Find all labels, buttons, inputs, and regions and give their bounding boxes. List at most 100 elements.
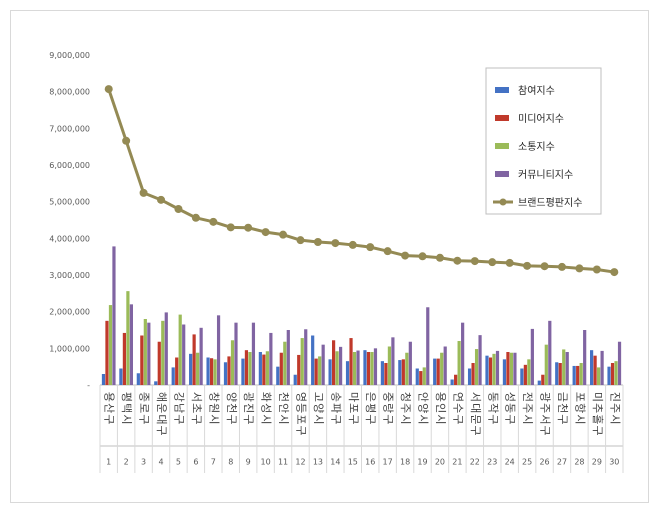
brand-reputation-chart: - 1,000,000 2,000,000 3,000,000 4,000,000 5,0… — [49, 51, 624, 473]
category-label-char: 구 — [138, 414, 151, 424]
bar-4 — [234, 322, 238, 385]
bar-4 — [286, 330, 290, 385]
category-label-char: 홀 — [591, 414, 604, 424]
bar-2 — [279, 352, 283, 385]
bar-2 — [366, 352, 371, 385]
category-label-char: 시 — [277, 414, 290, 424]
bar-4 — [182, 324, 186, 385]
category-label-char: 평 — [120, 392, 133, 402]
chart-frame: - 1,000,000 2,000,000 3,000,000 4,000,000 5,0… — [10, 10, 649, 503]
legend-swatch — [495, 87, 509, 93]
bar-4 — [339, 346, 343, 385]
bar-4 — [478, 335, 482, 385]
bar-3 — [474, 349, 479, 385]
line-point — [575, 264, 584, 273]
bar-4 — [251, 322, 256, 385]
category-label-char: 구 — [469, 426, 482, 436]
bar-1 — [607, 366, 611, 385]
rank-label: 8 — [228, 458, 233, 467]
line-point — [348, 240, 357, 249]
bar-2 — [401, 359, 405, 385]
category-label-char: 양 — [225, 392, 238, 402]
category-label-char: 구 — [556, 414, 569, 424]
y-tick-label: 3,000,000 — [49, 271, 90, 280]
category-label-char: 서 — [539, 414, 552, 424]
legend-label: 커뮤니티지수 — [518, 169, 573, 181]
bar-1 — [293, 374, 297, 385]
line-point — [157, 195, 166, 204]
bar-1 — [380, 361, 384, 385]
bar-1 — [223, 362, 228, 385]
legend-label: 참여지수 — [518, 85, 555, 97]
bar-1 — [502, 359, 507, 385]
category-label-char: 안 — [417, 392, 430, 402]
category-label-char: 성 — [504, 392, 517, 402]
y-tick-label: 8,000,000 — [49, 88, 90, 97]
category-label-char: 로 — [138, 403, 151, 413]
bar-4 — [129, 304, 133, 385]
rank-label: 25 — [522, 458, 532, 467]
rank-label: 13 — [313, 458, 323, 467]
category-label-char: 시 — [573, 414, 586, 424]
category-label-char: 초 — [190, 403, 203, 413]
category-label-char: 천 — [225, 403, 239, 413]
category-label-char: 문 — [469, 414, 482, 424]
bar-4 — [530, 328, 534, 385]
rank-label: 30 — [609, 458, 619, 467]
bar-4 — [321, 344, 325, 385]
category-label-char: 송 — [329, 392, 342, 402]
legend-label: 브랜드평판지수 — [518, 197, 582, 209]
bar-3 — [370, 352, 374, 385]
category-label-char: 포 — [573, 392, 586, 402]
bar-2 — [105, 320, 109, 385]
rank-label: 6 — [193, 458, 198, 467]
category-label-char: 안 — [277, 403, 290, 413]
bar-2 — [175, 357, 179, 385]
bar-1 — [101, 374, 106, 385]
y-tick-label: 2,000,000 — [49, 308, 90, 317]
line-point — [313, 238, 322, 246]
category-label-char: 서 — [190, 392, 203, 402]
category-label-char: 구 — [486, 414, 499, 424]
category-label-char: 시 — [417, 414, 430, 424]
line-point — [261, 228, 270, 237]
bar-1 — [537, 380, 541, 385]
line-point — [226, 223, 235, 232]
rank-label: 19 — [417, 458, 427, 467]
y-tick-label: 5,000,000 — [49, 198, 90, 207]
bar-1 — [433, 358, 437, 385]
category-label-char: 양 — [312, 403, 325, 413]
y-tick-label: - — [87, 381, 90, 390]
bar-3 — [492, 353, 496, 385]
category-label-char: 용 — [103, 392, 116, 402]
category-label-char: 작 — [486, 403, 499, 413]
bar-4 — [600, 350, 604, 385]
rank-label: 26 — [539, 458, 549, 467]
line-series — [104, 85, 619, 277]
bar-4 — [443, 346, 447, 385]
y-tick-label: 4,000,000 — [49, 234, 90, 243]
bar-4 — [461, 322, 465, 385]
legend-swatch-marker — [499, 198, 507, 206]
category-label-char: 항 — [573, 403, 586, 413]
rank-label: 23 — [487, 458, 497, 467]
bar-3 — [544, 344, 548, 385]
rank-label: 3 — [141, 458, 146, 467]
legend-swatch — [495, 171, 509, 177]
category-label-char: 천 — [277, 392, 291, 402]
bar-1 — [363, 350, 367, 385]
bar-2 — [209, 358, 214, 385]
line-point — [122, 136, 131, 145]
rank-label: 9 — [246, 458, 251, 467]
category-label-char: 연 — [451, 392, 464, 402]
category-label-char: 랑 — [382, 403, 395, 413]
category-label-char: 산 — [103, 403, 116, 413]
bar-3 — [387, 346, 391, 385]
category-label-char: 파 — [329, 403, 342, 413]
line-point — [523, 261, 532, 270]
bar-3 — [161, 320, 165, 385]
bar-4 — [373, 348, 378, 385]
bar-3 — [440, 352, 444, 385]
category-label-char: 시 — [399, 414, 412, 424]
category-label-char: 금 — [556, 392, 569, 402]
